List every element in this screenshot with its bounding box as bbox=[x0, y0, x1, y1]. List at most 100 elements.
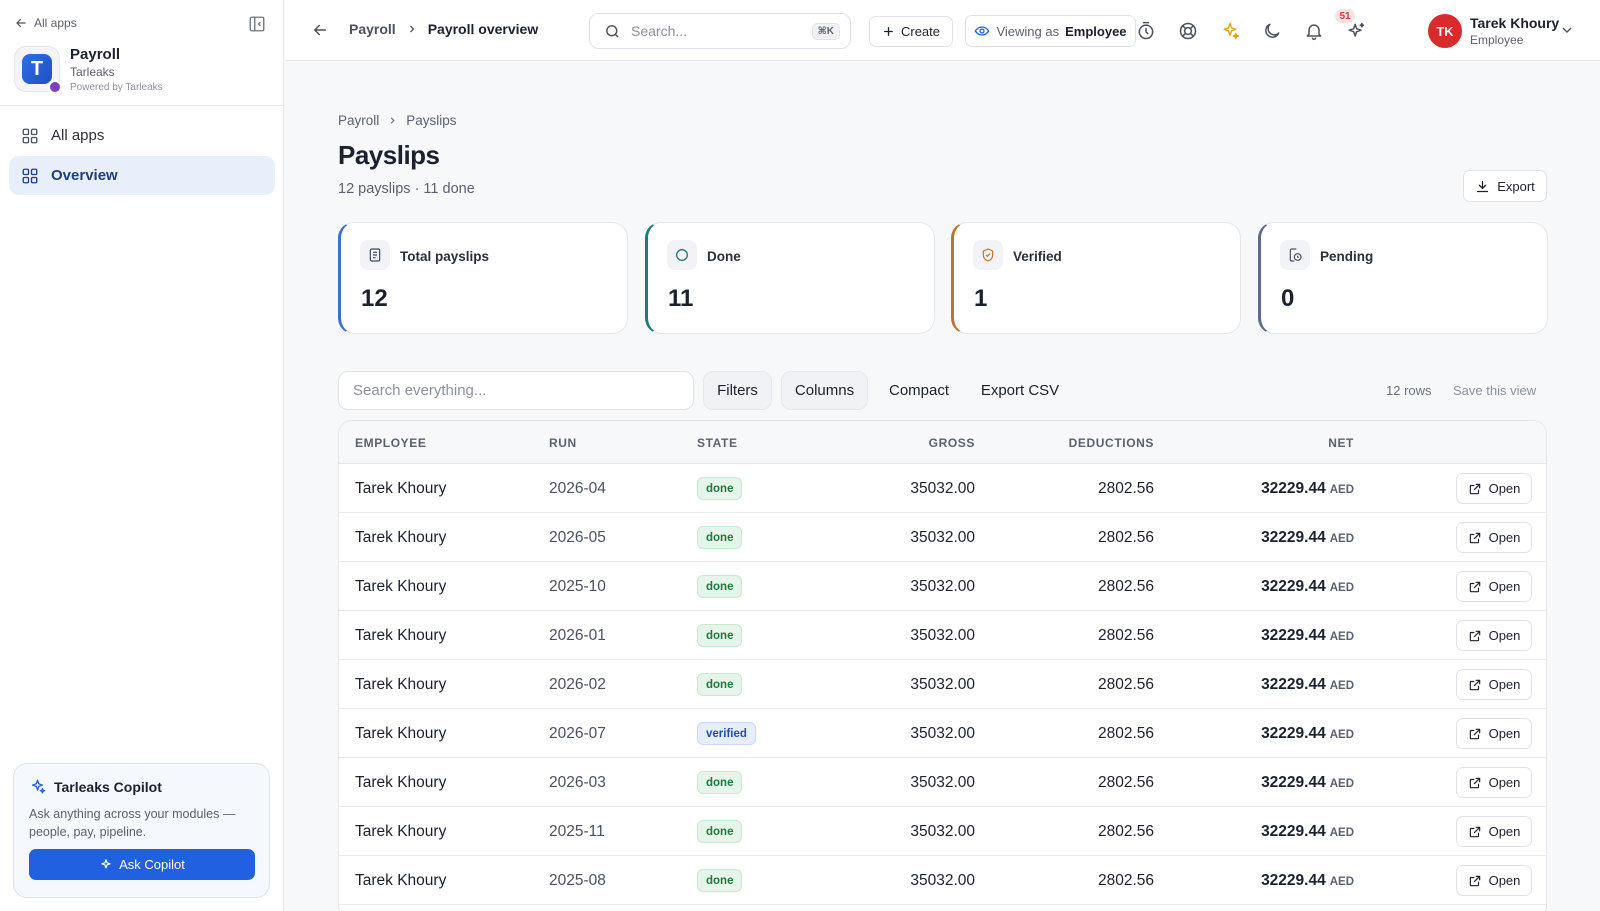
cell-run: 2026-04 bbox=[549, 480, 606, 497]
export-csv-button[interactable]: Export CSV bbox=[970, 371, 1070, 410]
breadcrumb-payroll-link[interactable]: Payroll bbox=[338, 113, 380, 128]
open-label: Open bbox=[1488, 677, 1521, 692]
currency-label: AED bbox=[1329, 778, 1354, 790]
grid-icon bbox=[22, 168, 38, 183]
cell-net: 32229.44 AED bbox=[1194, 823, 1354, 841]
column-header-gross[interactable]: GROSS bbox=[928, 436, 975, 450]
net-amount: 32229.44 bbox=[1261, 823, 1326, 840]
table-search-placeholder: Search everything... bbox=[353, 382, 487, 399]
cell-net: 32229.44 AED bbox=[1194, 480, 1354, 498]
user-avatar[interactable]: TK bbox=[1428, 14, 1462, 48]
table-row[interactable]: Tarek Khoury 2026-01 done 35032.00 2802.56 32… bbox=[339, 611, 1546, 660]
all-apps-back-label: All apps bbox=[34, 16, 77, 30]
export-button[interactable]: Export bbox=[1463, 170, 1547, 202]
breadcrumb-payroll[interactable]: Payroll bbox=[349, 21, 396, 37]
cell-gross: 35032.00 bbox=[910, 823, 975, 840]
cell-deductions: 2802.56 bbox=[1097, 529, 1154, 546]
net-amount: 32229.44 bbox=[1261, 578, 1326, 595]
column-header-run[interactable]: RUN bbox=[549, 436, 577, 450]
table-row[interactable]: Tarek Khoury 2026-07 verified 35032.00 2802.… bbox=[339, 709, 1546, 758]
cell-deductions: 2802.56 bbox=[1097, 872, 1154, 889]
all-apps-back-link[interactable]: All apps bbox=[14, 16, 77, 30]
ai-sparkle-icon[interactable] bbox=[1220, 21, 1240, 41]
app-logo-letter: T bbox=[22, 54, 52, 84]
cell-net: 32229.44 AED bbox=[1194, 627, 1354, 645]
user-menu[interactable]: Tarek Khoury Employee bbox=[1470, 15, 1559, 47]
stat-label: Done bbox=[707, 249, 741, 264]
column-header-net[interactable]: NET bbox=[1328, 436, 1354, 450]
sparkles-icon[interactable] bbox=[1346, 21, 1366, 41]
compact-button[interactable]: Compact bbox=[876, 371, 962, 410]
app-powered-by: Powered by Tarleaks bbox=[70, 82, 163, 93]
open-payslip-button[interactable]: Open bbox=[1456, 718, 1532, 749]
global-search-input[interactable]: Search... ⌘K bbox=[589, 13, 851, 49]
currency-label: AED bbox=[1329, 729, 1354, 741]
table-row[interactable]: Tarek Khoury 2026-02 done 35032.00 2802.56 32… bbox=[339, 660, 1546, 709]
table-search-input[interactable]: Search everything... bbox=[338, 371, 694, 410]
column-header-deductions[interactable]: DEDUCTIONS bbox=[1068, 436, 1154, 450]
cell-deductions: 2802.56 bbox=[1097, 480, 1154, 497]
save-view-button[interactable]: Save this view bbox=[1453, 383, 1537, 398]
collapse-sidebar-icon[interactable] bbox=[248, 15, 266, 33]
open-payslip-button[interactable]: Open bbox=[1456, 571, 1532, 602]
open-payslip-button[interactable]: Open bbox=[1456, 767, 1532, 798]
help-lifebuoy-icon[interactable] bbox=[1178, 21, 1198, 41]
chevron-down-icon[interactable] bbox=[1559, 22, 1575, 38]
download-icon bbox=[1477, 180, 1489, 192]
table-row[interactable]: Tarek Khoury 2025-08 done 35032.00 2802.56 32… bbox=[339, 856, 1546, 905]
viewing-as-role: Employee bbox=[1065, 23, 1127, 39]
page-subtitle: 12 payslips · 11 done bbox=[338, 181, 475, 197]
circle-icon bbox=[667, 240, 697, 270]
sidebar-item-all-apps[interactable]: All apps bbox=[9, 116, 275, 155]
create-button[interactable]: Create bbox=[869, 16, 953, 47]
column-header-state[interactable]: STATE bbox=[697, 436, 738, 450]
open-payslip-button[interactable]: Open bbox=[1456, 620, 1532, 651]
sidebar-item-overview[interactable]: Overview bbox=[9, 156, 275, 195]
cell-deductions: 2802.56 bbox=[1097, 774, 1154, 791]
eye-icon bbox=[975, 26, 990, 36]
net-amount: 32229.44 bbox=[1261, 872, 1326, 889]
external-link-icon bbox=[1469, 483, 1480, 494]
columns-button[interactable]: Columns bbox=[781, 371, 868, 410]
column-header-employee[interactable]: EMPLOYEE bbox=[355, 436, 427, 450]
timer-icon[interactable] bbox=[1136, 21, 1156, 41]
open-label: Open bbox=[1488, 824, 1521, 839]
status-badge: done bbox=[697, 673, 743, 696]
status-badge: done bbox=[697, 477, 743, 500]
moon-icon[interactable] bbox=[1262, 21, 1282, 41]
cell-run: 2026-01 bbox=[549, 627, 606, 644]
open-payslip-button[interactable]: Open bbox=[1456, 865, 1532, 896]
cell-net: 32229.44 AED bbox=[1194, 578, 1354, 596]
user-name: Tarek Khoury bbox=[1470, 15, 1560, 31]
viewing-as-button[interactable]: Viewing as Employee bbox=[965, 15, 1136, 47]
ask-copilot-label: Ask Copilot bbox=[119, 857, 185, 872]
ask-copilot-button[interactable]: Ask Copilot bbox=[29, 849, 255, 880]
table-row[interactable]: Tarek Khoury 2025-10 done 35032.00 2802.56 32… bbox=[339, 562, 1546, 611]
chevron-right-icon bbox=[409, 25, 415, 33]
cell-gross: 35032.00 bbox=[910, 676, 975, 693]
cell-deductions: 2802.56 bbox=[1097, 725, 1154, 742]
cell-run: 2026-03 bbox=[549, 774, 606, 791]
back-arrow-icon[interactable] bbox=[311, 21, 329, 39]
external-link-icon bbox=[1469, 679, 1480, 690]
cell-employee: Tarek Khoury bbox=[355, 676, 447, 693]
currency-label: AED bbox=[1329, 582, 1354, 594]
cell-gross: 35032.00 bbox=[910, 578, 975, 595]
stat-label: Verified bbox=[1013, 249, 1062, 264]
table-row[interactable]: Tarek Khoury 2026-03 done 35032.00 2802.56 32… bbox=[339, 758, 1546, 807]
table-row[interactable]: Tarek Khoury 2025-11 done 35032.00 2802.56 32… bbox=[339, 807, 1546, 856]
table-row[interactable]: Tarek Khoury 2026-05 done 35032.00 2802.56 32… bbox=[339, 513, 1546, 562]
net-amount: 32229.44 bbox=[1261, 480, 1326, 497]
open-payslip-button[interactable]: Open bbox=[1456, 473, 1532, 504]
filters-button[interactable]: Filters bbox=[703, 371, 772, 410]
open-payslip-button[interactable]: Open bbox=[1456, 522, 1532, 553]
plus-icon bbox=[884, 27, 893, 36]
table-row[interactable]: Tarek Khoury 2026-04 done 35032.00 2802.56 32… bbox=[339, 464, 1546, 513]
cell-net: 32229.44 AED bbox=[1194, 774, 1354, 792]
open-payslip-button[interactable]: Open bbox=[1456, 669, 1532, 700]
open-payslip-button[interactable]: Open bbox=[1456, 816, 1532, 847]
bell-icon[interactable] bbox=[1304, 21, 1324, 41]
copilot-title: Tarleaks Copilot bbox=[54, 778, 162, 795]
stat-card-done: Done 11 bbox=[645, 222, 935, 334]
payslips-table: EMPLOYEE RUN STATE GROSS DEDUCTIONS NET … bbox=[338, 420, 1547, 911]
